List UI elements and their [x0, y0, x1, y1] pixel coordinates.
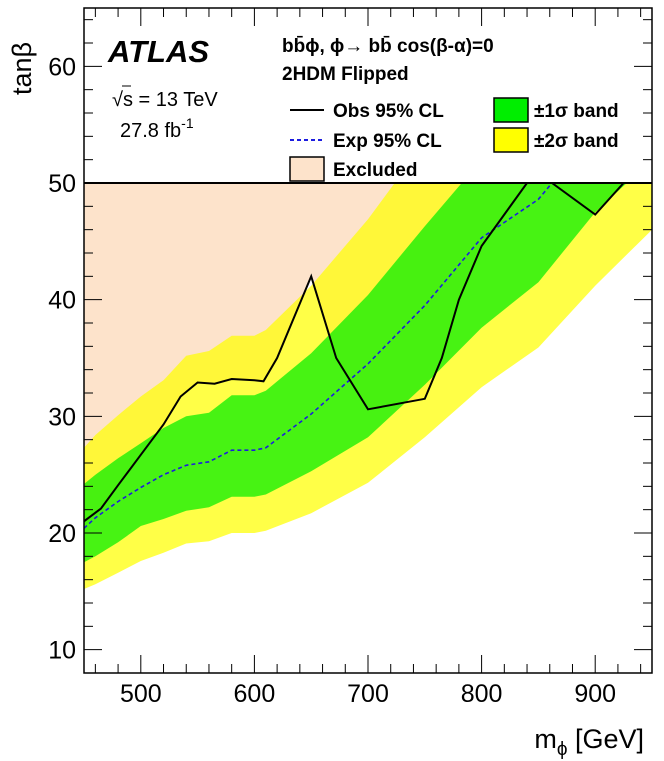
legend-excluded-label: Excluded — [333, 160, 417, 181]
x-tick-label: 900 — [574, 680, 616, 708]
axis-ticks — [84, 8, 652, 673]
luminosity-label: 27.8 fb-1 — [120, 115, 194, 142]
experiment-label: ATLAS — [107, 34, 209, 69]
legend-band2-label: ±2σ band — [534, 131, 619, 152]
x-axis-unit: [GeV] — [567, 724, 644, 754]
legend-observed-label: Obs 95% CL — [333, 101, 444, 122]
x-axis-symbol: m — [534, 724, 557, 754]
process-label: bb̄ϕ, ϕ→ bb̄ cos(β-α)=0 — [282, 36, 494, 57]
legend-band1-label: ±1σ band — [534, 101, 619, 122]
luminosity-value: 27.8 fb — [120, 120, 181, 142]
y-tick-label: 60 — [48, 53, 76, 81]
y-tick-label: 40 — [48, 287, 76, 315]
model-label: 2HDM Flipped — [282, 64, 409, 85]
x-axis-subscript: ϕ — [557, 739, 568, 760]
x-tick-label: 800 — [461, 680, 503, 708]
y-tick-label: 50 — [48, 170, 76, 198]
tick-labels: 500 600 700 800 900 10 20 30 40 50 60 — [48, 53, 616, 708]
band-1sigma — [84, 66, 652, 563]
legend-band2-swatch — [493, 127, 529, 153]
x-tick-label: 700 — [347, 680, 389, 708]
luminosity-exponent: -1 — [181, 115, 194, 131]
y-axis-greek: β — [7, 42, 37, 58]
x-tick-label: 500 — [120, 680, 162, 708]
expected-limit-line — [84, 182, 553, 529]
y-tick-label: 10 — [48, 637, 76, 665]
x-tick-label: 600 — [234, 680, 276, 708]
sqrt-s: √s — [112, 89, 133, 111]
plot-frame — [83, 7, 653, 674]
plot-data-layer — [84, 8, 652, 589]
above-limit-mask — [84, 8, 652, 183]
legend-excluded-swatch — [289, 156, 325, 182]
y-tick-label: 20 — [48, 520, 76, 548]
legend-expected-label: Exp 95% CL — [333, 131, 442, 152]
legend: Obs 95% CL Exp 95% CL Excluded ±1σ band … — [289, 97, 619, 182]
y-axis-title: tanβ — [7, 42, 37, 95]
y-axis-symbol: tan — [7, 57, 37, 95]
energy-label: √s = 13 TeV — [112, 89, 218, 111]
x-axis-title: mϕ [GeV] — [534, 724, 644, 760]
energy-value: = 13 TeV — [133, 89, 218, 111]
y-tick-label: 30 — [48, 403, 76, 431]
legend-band1-swatch — [493, 97, 529, 123]
